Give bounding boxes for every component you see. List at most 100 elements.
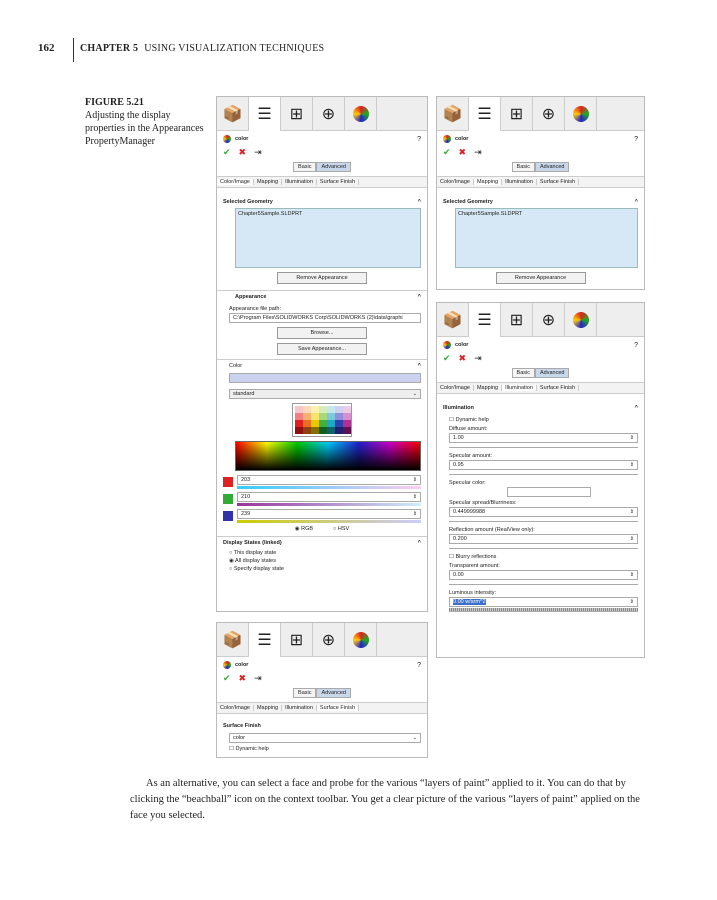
palette-select[interactable]: standard ⌄ bbox=[229, 389, 421, 399]
color-swatch[interactable] bbox=[343, 413, 351, 420]
hsv-radio[interactable]: ○ HSV bbox=[333, 526, 350, 532]
color-swatch[interactable] bbox=[311, 420, 319, 427]
color-swatch[interactable] bbox=[295, 427, 303, 434]
display-manager-tab[interactable] bbox=[565, 303, 597, 337]
spread-slider[interactable] bbox=[449, 518, 638, 522]
tab-illumination[interactable]: Illumination bbox=[282, 705, 317, 711]
dynamic-help-checkbox[interactable]: ☐ Dynamic help bbox=[449, 417, 489, 423]
color-swatch[interactable] bbox=[335, 420, 343, 427]
color-swatch[interactable] bbox=[335, 427, 343, 434]
tab-color-image[interactable]: Color/Image bbox=[437, 179, 474, 185]
geometry-item[interactable]: Chapter5Sample.SLDPRT bbox=[238, 211, 303, 217]
browse-button[interactable]: Browse... bbox=[277, 327, 367, 339]
advanced-button[interactable]: Advanced bbox=[316, 688, 351, 698]
color-swatch[interactable] bbox=[343, 406, 351, 413]
reflection-field[interactable]: 0.200 ⇕ bbox=[449, 534, 638, 544]
color-swatch[interactable] bbox=[343, 420, 351, 427]
tab-illumination[interactable]: Illumination bbox=[502, 385, 537, 391]
cancel-icon[interactable]: ✖ bbox=[458, 147, 467, 157]
basic-button[interactable]: Basic bbox=[511, 368, 535, 378]
blurry-reflections-checkbox[interactable]: ☐ Blurry reflections bbox=[449, 554, 497, 560]
dimxpert-tab[interactable]: ⊕ bbox=[313, 97, 345, 131]
color-swatch[interactable] bbox=[343, 427, 351, 434]
transparent-slider[interactable] bbox=[449, 581, 638, 585]
color-swatch[interactable] bbox=[311, 406, 319, 413]
color-swatch[interactable] bbox=[311, 413, 319, 420]
color-swatch[interactable] bbox=[319, 406, 327, 413]
blue-value[interactable]: 239 bbox=[241, 511, 251, 517]
pin-icon[interactable]: ⇥ bbox=[474, 147, 482, 157]
tab-mapping[interactable]: Mapping bbox=[474, 385, 503, 391]
tab-color-image[interactable]: Color/Image bbox=[437, 385, 474, 391]
color-swatch[interactable] bbox=[319, 413, 327, 420]
reflection-slider[interactable] bbox=[449, 545, 638, 549]
tab-color-image[interactable]: Color/Image bbox=[217, 705, 254, 711]
basic-button[interactable]: Basic bbox=[511, 162, 535, 172]
color-swatch[interactable] bbox=[327, 427, 335, 434]
color-swatch[interactable] bbox=[327, 406, 335, 413]
color-swatch[interactable] bbox=[295, 406, 303, 413]
ok-icon[interactable]: ✔ bbox=[443, 353, 451, 363]
pin-icon[interactable]: ⇥ bbox=[254, 673, 262, 683]
help-icon[interactable]: ? bbox=[417, 661, 421, 669]
color-swatch[interactable] bbox=[303, 420, 311, 427]
selected-geometry-list[interactable]: Chapter5Sample.SLDPRT bbox=[455, 208, 638, 268]
red-slider[interactable] bbox=[237, 486, 421, 489]
basic-button[interactable]: Basic bbox=[293, 162, 317, 172]
cancel-icon[interactable]: ✖ bbox=[458, 353, 467, 363]
luminous-field[interactable]: 0.00 w/srm^2 ⇕ bbox=[449, 597, 638, 607]
remove-appearance-button[interactable]: Remove Appearance bbox=[277, 272, 367, 284]
pin-icon[interactable]: ⇥ bbox=[474, 353, 482, 363]
color-swatch[interactable] bbox=[335, 413, 343, 420]
dynamic-help-checkbox[interactable]: ☐ Dynamic help bbox=[229, 746, 269, 752]
basic-button[interactable]: Basic bbox=[293, 688, 317, 698]
property-manager-tab[interactable]: ☰ bbox=[469, 303, 501, 337]
rgb-radio[interactable]: ◉ RGB bbox=[294, 526, 314, 532]
color-swatch-grid[interactable] bbox=[292, 403, 352, 437]
property-manager-tab[interactable]: ☰ bbox=[249, 97, 281, 131]
tab-surface-finish[interactable]: Surface Finish bbox=[537, 385, 580, 391]
help-icon[interactable]: ? bbox=[417, 135, 421, 143]
advanced-button[interactable]: Advanced bbox=[316, 162, 351, 172]
help-icon[interactable]: ? bbox=[634, 135, 638, 143]
display-manager-tab[interactable] bbox=[345, 623, 377, 657]
color-swatch[interactable] bbox=[311, 427, 319, 434]
dimxpert-tab[interactable]: ⊕ bbox=[533, 97, 565, 131]
ok-icon[interactable]: ✔ bbox=[223, 147, 231, 157]
tab-mapping[interactable]: Mapping bbox=[254, 705, 283, 711]
feature-manager-tab[interactable]: 📦 bbox=[437, 303, 469, 337]
property-manager-tab[interactable]: ☰ bbox=[469, 97, 501, 131]
surface-finish-select[interactable]: color ⌄ bbox=[229, 733, 421, 743]
color-swatch[interactable] bbox=[335, 406, 343, 413]
geometry-item[interactable]: Chapter5Sample.SLDPRT bbox=[458, 211, 523, 217]
radio-specify-state[interactable]: ○ Specify display state bbox=[229, 566, 284, 572]
display-manager-tab[interactable] bbox=[565, 97, 597, 131]
radio-this-state[interactable]: ○ This display state bbox=[229, 550, 277, 556]
ok-icon[interactable]: ✔ bbox=[223, 673, 231, 683]
config-manager-tab[interactable]: ⊞ bbox=[281, 97, 313, 131]
advanced-button[interactable]: Advanced bbox=[534, 368, 570, 378]
luminous-slider[interactable] bbox=[449, 608, 638, 612]
color-swatch[interactable] bbox=[319, 420, 327, 427]
remove-appearance-button[interactable]: Remove Appearance bbox=[495, 272, 586, 284]
feature-manager-tab[interactable]: 📦 bbox=[217, 623, 249, 657]
tab-surface-finish[interactable]: Surface Finish bbox=[317, 179, 360, 185]
save-appearance-button[interactable]: Save Appearance... bbox=[277, 343, 367, 355]
cancel-icon[interactable]: ✖ bbox=[238, 673, 247, 683]
green-value[interactable]: 210 bbox=[241, 494, 251, 500]
red-value[interactable]: 203 bbox=[241, 477, 251, 483]
color-swatch[interactable] bbox=[295, 420, 303, 427]
collapse-icon[interactable]: ^ bbox=[417, 199, 421, 205]
config-manager-tab[interactable]: ⊞ bbox=[501, 97, 533, 131]
color-preview[interactable] bbox=[229, 373, 421, 383]
color-swatch[interactable] bbox=[319, 427, 327, 434]
cancel-icon[interactable]: ✖ bbox=[238, 147, 247, 157]
dimxpert-tab[interactable]: ⊕ bbox=[313, 623, 345, 657]
diffuse-slider[interactable] bbox=[449, 444, 638, 448]
property-manager-tab[interactable]: ☰ bbox=[249, 623, 281, 657]
color-swatch[interactable] bbox=[303, 406, 311, 413]
dimxpert-tab[interactable]: ⊕ bbox=[533, 303, 565, 337]
radio-all-states[interactable]: ◉ All display states bbox=[229, 558, 276, 564]
diffuse-field[interactable]: 1.00 ⇕ bbox=[449, 433, 638, 443]
specular-slider[interactable] bbox=[449, 471, 638, 475]
